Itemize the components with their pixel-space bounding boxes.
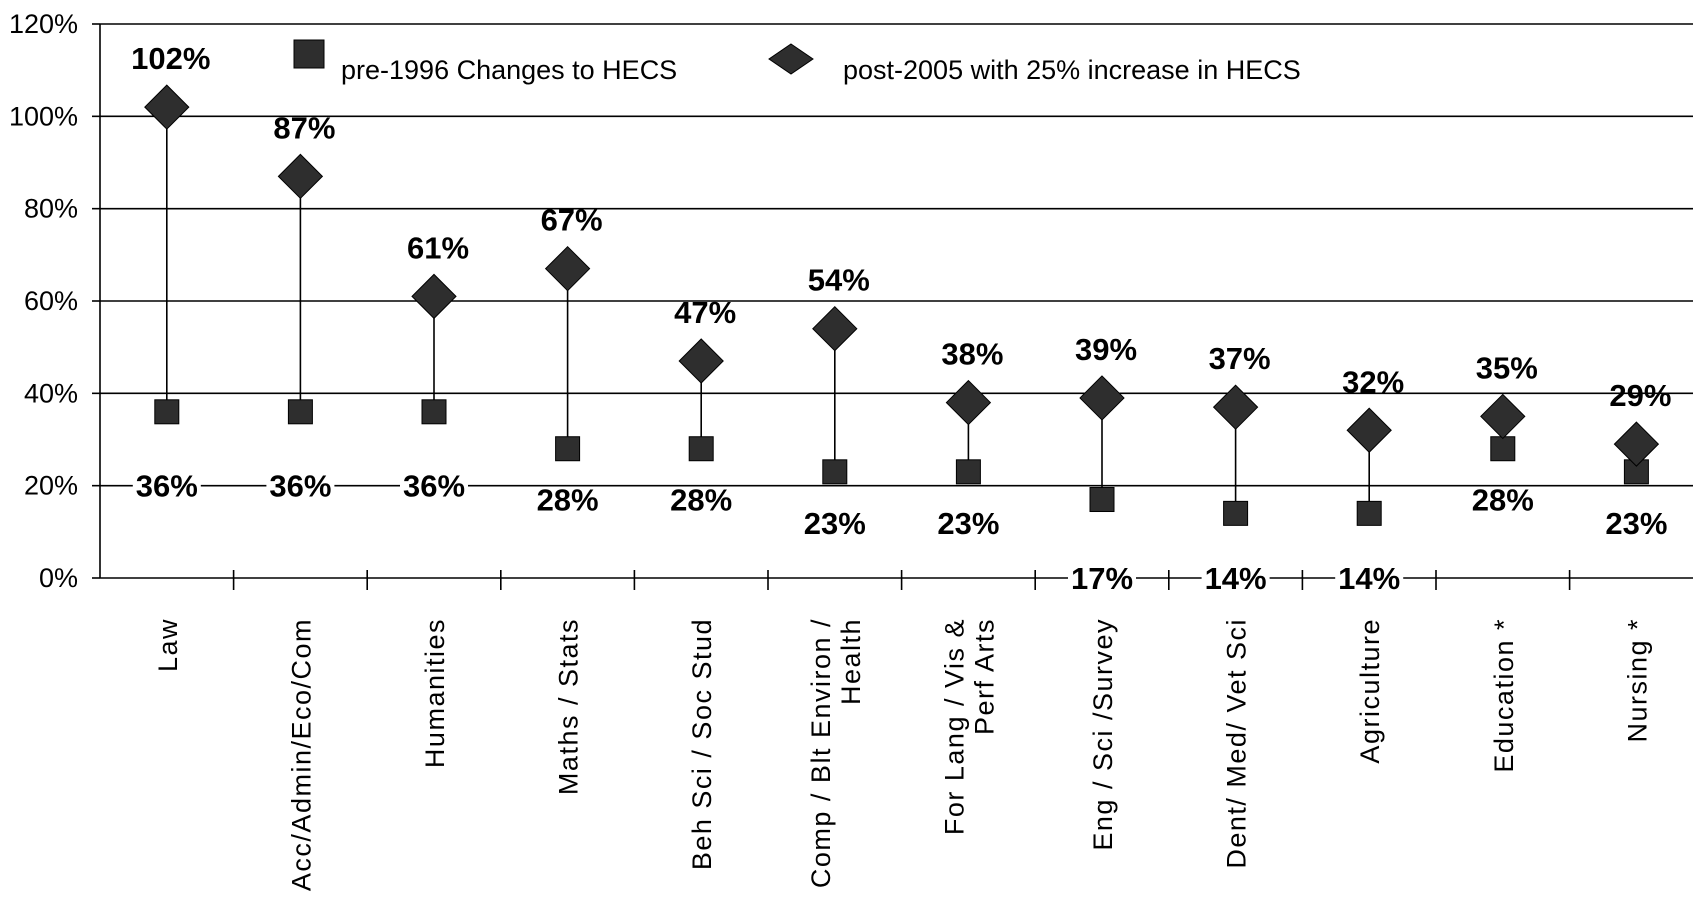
post-2005-data-label: 35% bbox=[1476, 350, 1538, 385]
post-2005-data-label: 102% bbox=[131, 41, 210, 76]
category-label: Comp / Blt Environ / bbox=[806, 618, 836, 888]
y-tick-label: 20% bbox=[24, 471, 78, 501]
post-2005-data-label: 61% bbox=[407, 230, 469, 265]
post-2005-data-label: 32% bbox=[1342, 364, 1404, 399]
stems bbox=[166, 107, 1638, 514]
data-labels: 102% 36% 87% 36% 61% 36% 67% 28% 47% 28% 54% 23% 38%… bbox=[131, 41, 1671, 596]
legend-square-icon bbox=[293, 39, 325, 69]
pre-1996-data-label: 17% bbox=[1071, 561, 1133, 596]
post-2005-marker bbox=[144, 84, 190, 130]
pre-1996-marker bbox=[154, 399, 180, 425]
category-labels: Law Acc/Admin/Eco/Com Humanities Maths / St… bbox=[153, 618, 1653, 891]
pre-1996-marker bbox=[955, 459, 981, 485]
category-label: Humanities bbox=[420, 618, 450, 768]
pre-1996-label-backdrop bbox=[266, 467, 335, 504]
category-label: Dent/ Med/ Vet Sci bbox=[1222, 618, 1252, 869]
legend: pre-1996 Changes to HECS post-2005 with 2… bbox=[293, 39, 1301, 85]
pre-1996-data-label: 23% bbox=[1605, 506, 1667, 541]
pre-1996-marker bbox=[1490, 436, 1516, 462]
pre-1996-data-label: 23% bbox=[937, 506, 999, 541]
pre-1996-label-backdrop bbox=[400, 467, 468, 504]
post-2005-data-label: 37% bbox=[1209, 341, 1271, 376]
post-2005-marker bbox=[1480, 393, 1526, 440]
post-2005-data-label: 54% bbox=[808, 263, 870, 298]
pre-1996-marker bbox=[421, 399, 447, 425]
pre-1996-marker bbox=[1089, 487, 1115, 513]
pre-1996-marker bbox=[1223, 500, 1249, 526]
post-2005-marker bbox=[1613, 421, 1660, 467]
category-label: Agriculture bbox=[1355, 618, 1385, 764]
markers bbox=[144, 84, 1660, 526]
pre-1996-data-label: 14% bbox=[1338, 561, 1400, 596]
y-tick-label: 80% bbox=[24, 194, 78, 224]
y-tick-label: 0% bbox=[39, 563, 78, 593]
post-2005-data-label: 67% bbox=[541, 203, 603, 238]
category-label: For Lang / Vis & bbox=[939, 618, 969, 835]
pre-1996-data-label: 14% bbox=[1205, 561, 1267, 596]
post-2005-marker bbox=[277, 153, 324, 200]
category-label: Maths / Stats bbox=[554, 618, 584, 795]
pre-1996-marker bbox=[1356, 500, 1382, 526]
post-2005-marker bbox=[1079, 375, 1125, 421]
post-2005-marker bbox=[945, 379, 992, 426]
legend-label-post-2005: post-2005 with 25% increase in HECS bbox=[843, 55, 1301, 85]
post-2005-marker bbox=[1212, 384, 1259, 430]
category-label: Eng / Sci /Survey bbox=[1088, 618, 1118, 851]
post-2005-data-label: 87% bbox=[273, 110, 335, 145]
post-2005-data-label: 47% bbox=[674, 295, 736, 330]
pre-1996-data-label: 23% bbox=[804, 506, 866, 541]
pre-1996-label-backdrop bbox=[132, 467, 201, 504]
category-label: Nursing * bbox=[1622, 618, 1652, 743]
pre-1996-data-label: 36% bbox=[136, 469, 198, 504]
post-2005-data-label: 29% bbox=[1609, 378, 1671, 413]
category-label: Beh Sci / Soc Stud bbox=[687, 618, 717, 870]
legend-label-pre-1996: pre-1996 Changes to HECS bbox=[341, 55, 677, 85]
y-tick-label: 120% bbox=[9, 9, 78, 39]
pre-1996-data-label: 36% bbox=[269, 469, 331, 504]
category-label: Health bbox=[836, 618, 866, 705]
axes: 0% 20% 40% 60% 80% 100% 120% bbox=[9, 9, 1693, 593]
post-2005-marker bbox=[411, 273, 457, 320]
y-tick-label: 60% bbox=[24, 286, 78, 316]
legend-diamond-icon bbox=[768, 43, 814, 75]
post-2005-marker bbox=[678, 338, 724, 384]
post-2005-marker bbox=[544, 245, 591, 292]
pre-1996-data-label: 28% bbox=[1472, 483, 1534, 518]
pre-1996-data-label: 36% bbox=[403, 469, 465, 504]
pre-1996-label-backdrop bbox=[1201, 560, 1270, 596]
pre-1996-label-backdrop bbox=[1068, 560, 1136, 596]
post-2005-data-label: 39% bbox=[1075, 332, 1137, 367]
y-tick-label: 100% bbox=[9, 101, 78, 131]
pre-1996-marker bbox=[822, 459, 848, 485]
gridlines bbox=[100, 23, 1693, 487]
pre-1996-label-backdrop bbox=[1335, 560, 1404, 596]
pre-1996-marker bbox=[555, 436, 581, 462]
category-label: Education * bbox=[1489, 618, 1519, 773]
pre-1996-data-label: 28% bbox=[537, 483, 599, 518]
post-2005-marker bbox=[1346, 407, 1392, 453]
pre-1996-marker bbox=[287, 399, 313, 425]
post-2005-data-label: 38% bbox=[941, 337, 1003, 372]
category-label: Perf Arts bbox=[969, 618, 999, 735]
pre-1996-data-label: 28% bbox=[670, 483, 732, 518]
category-label: Law bbox=[153, 618, 183, 672]
y-tick-label: 40% bbox=[24, 378, 78, 408]
category-label: Acc/Admin/Eco/Com bbox=[286, 618, 316, 891]
post-2005-marker bbox=[812, 305, 858, 352]
pre-1996-marker bbox=[688, 436, 714, 462]
